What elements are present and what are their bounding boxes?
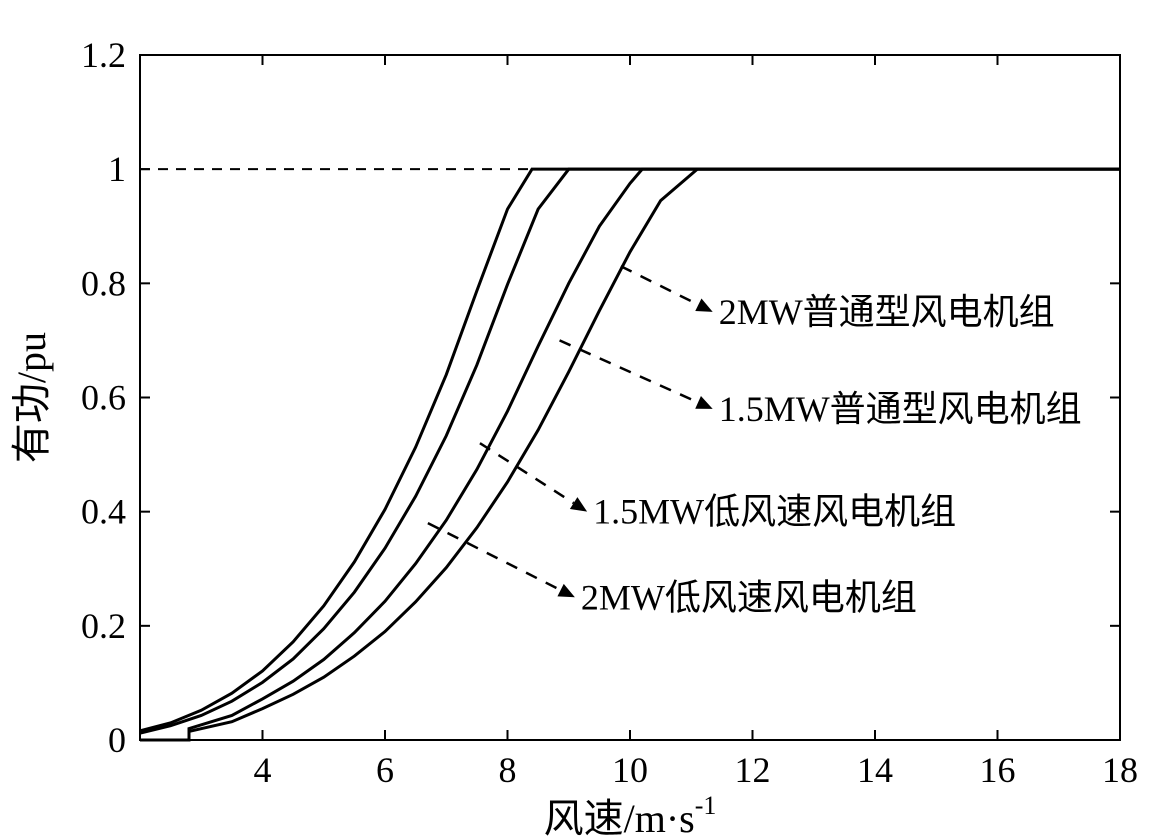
- y-tick-label: 1.2: [81, 35, 126, 75]
- x-tick-label: 10: [612, 750, 648, 790]
- annotation-label: 2MW普通型风电机组: [719, 292, 1055, 332]
- x-tick-label: 16: [980, 750, 1016, 790]
- annotation-label: 1.5MW低风速风电机组: [593, 492, 956, 532]
- x-tick-label: 8: [499, 750, 517, 790]
- x-tick-label: 6: [376, 750, 394, 790]
- y-tick-label: 1: [108, 149, 126, 189]
- y-axis-title: 有功/pu: [9, 332, 54, 463]
- x-tick-label: 4: [254, 750, 272, 790]
- x-axis-title: 风速/m·s-1: [544, 791, 717, 839]
- y-tick-label: 0.4: [81, 492, 126, 532]
- y-tick-label: 0.2: [81, 606, 126, 646]
- x-tick-label: 18: [1102, 750, 1138, 790]
- y-tick-label: 0: [108, 720, 126, 760]
- x-tick-label: 12: [735, 750, 771, 790]
- chart-svg: 4 6 8 10 12 14 16 18 0 0.2 0.4 0.6 0.8 1 1.2 风速/m·s-1 有功…: [0, 0, 1158, 839]
- power-curve-chart: 4 6 8 10 12 14 16 18 0 0.2 0.4 0.6 0.8 1 1.2 风速/m·s-1 有功…: [0, 0, 1158, 839]
- x-tick-label: 14: [857, 750, 893, 790]
- y-tick-label: 0.8: [81, 263, 126, 303]
- annotation-label: 2MW低风速风电机组: [581, 577, 917, 617]
- annotation-label: 1.5MW普通型风电机组: [719, 389, 1082, 429]
- y-tick-label: 0.6: [81, 378, 126, 418]
